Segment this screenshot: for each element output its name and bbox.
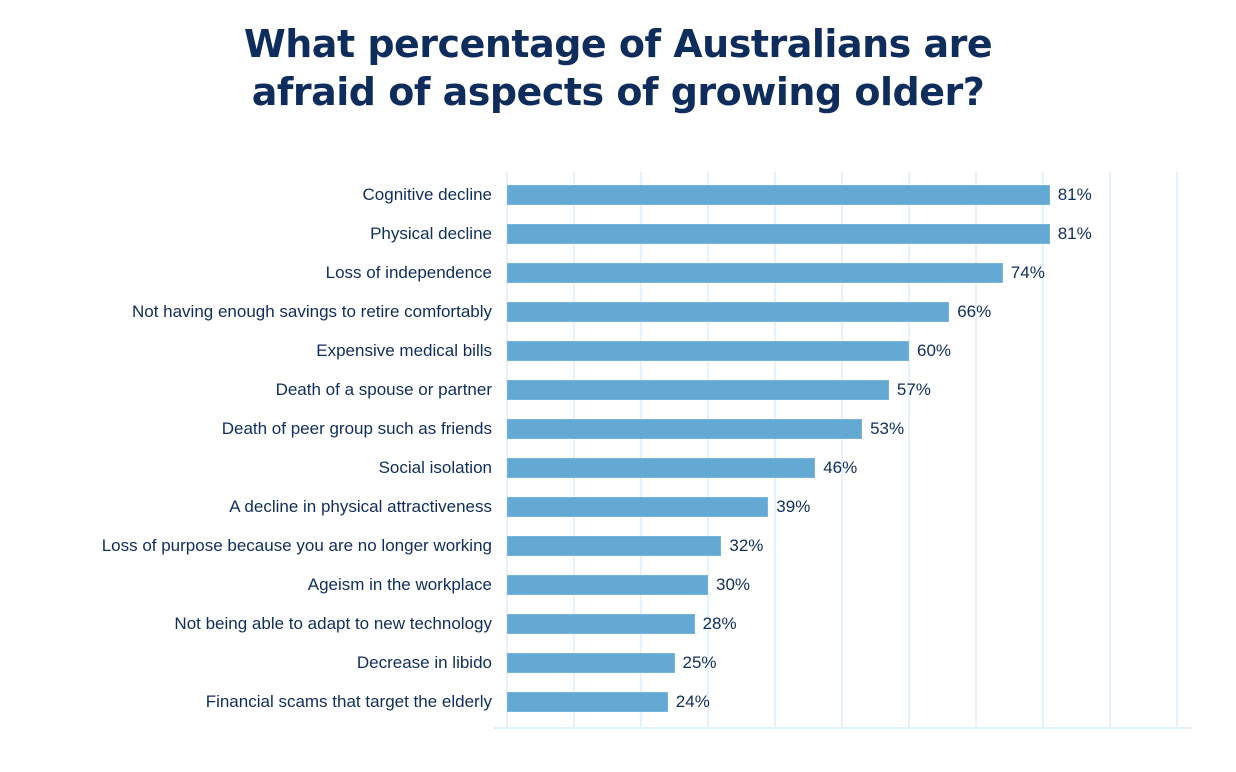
bar [507,263,1003,283]
x-axis-line [494,727,1192,729]
chart-title: What percentage of Australians are afrai… [0,20,1236,116]
bar [507,653,675,673]
value-label: 39% [776,497,811,516]
bar-row: Death of a spouse or partner 57% [0,371,1236,410]
plot-area [506,172,1178,727]
chart-title-line-1: What percentage of Australians are [243,22,993,66]
gridline [707,172,709,727]
bar [507,302,950,322]
bar-row: Decrease in libido 25% [0,644,1236,683]
bar-row: A decline in physical attractiveness 39% [0,488,1236,527]
bar-row: Loss of independence 74% [0,254,1236,293]
category-label: Ageism in the workplace [307,575,492,594]
category-label: Not being able to adapt to new technolog… [174,614,492,633]
bar-row: Financial scams that target the elderly 2… [0,683,1236,722]
value-label: 24% [675,692,710,711]
category-label: Death of peer group such as friends [221,419,492,438]
value-label: 57% [896,380,931,399]
gridline [908,172,910,727]
gridline [573,172,575,727]
value-label: 30% [716,575,751,594]
category-label: A decline in physical attractiveness [229,497,492,516]
category-label: Expensive medical bills [316,341,492,360]
bar [507,614,695,634]
category-label: Physical decline [370,224,492,243]
bar [507,536,722,556]
bar [507,458,816,478]
value-label: 28% [702,614,737,633]
bar-row: Physical decline 81% [0,215,1236,254]
gridline [506,172,508,727]
category-label: Not having enough savings to retire comf… [131,302,492,321]
category-label: Decrease in libido [356,653,492,672]
value-label: 25% [682,653,717,672]
bar [507,185,1050,205]
bar [507,224,1050,244]
bar-row: Social isolation 46% [0,449,1236,488]
value-label: 46% [823,458,858,477]
bar-row: Loss of purpose because you are no longe… [0,527,1236,566]
chart-title-line-2: afraid of aspects of growing older? [251,70,985,114]
gridline [841,172,843,727]
bar-row: Not being able to adapt to new technolog… [0,605,1236,644]
gridline [640,172,642,727]
category-label: Financial scams that target the elderly [205,692,492,711]
bar-row: Death of peer group such as friends 53% [0,410,1236,449]
gridline [1042,172,1044,727]
value-label: 81% [1057,185,1092,204]
value-label: 66% [957,302,992,321]
category-label: Loss of independence [325,263,492,282]
bar-row: Expensive medical bills 60% [0,332,1236,371]
bar [507,497,769,517]
value-label: 32% [729,536,764,555]
bar [507,419,863,439]
category-label: Social isolation [378,458,492,477]
gridline [1176,172,1178,727]
bar-row: Cognitive decline 81% [0,176,1236,215]
gridline [1109,172,1111,727]
value-label: 53% [870,419,905,438]
bar [507,341,909,361]
value-label: 60% [917,341,952,360]
bar-row: Not having enough savings to retire comf… [0,293,1236,332]
category-label: Cognitive decline [362,185,492,204]
gridline [975,172,977,727]
bar [507,380,889,400]
value-label: 81% [1057,224,1092,243]
bar [507,692,668,712]
category-label: Death of a spouse or partner [275,380,492,399]
value-label: 74% [1010,263,1045,282]
bar-row: Ageism in the workplace 30% [0,566,1236,605]
gridline [774,172,776,727]
bar [507,575,708,595]
category-label: Loss of purpose because you are no longe… [101,536,492,555]
